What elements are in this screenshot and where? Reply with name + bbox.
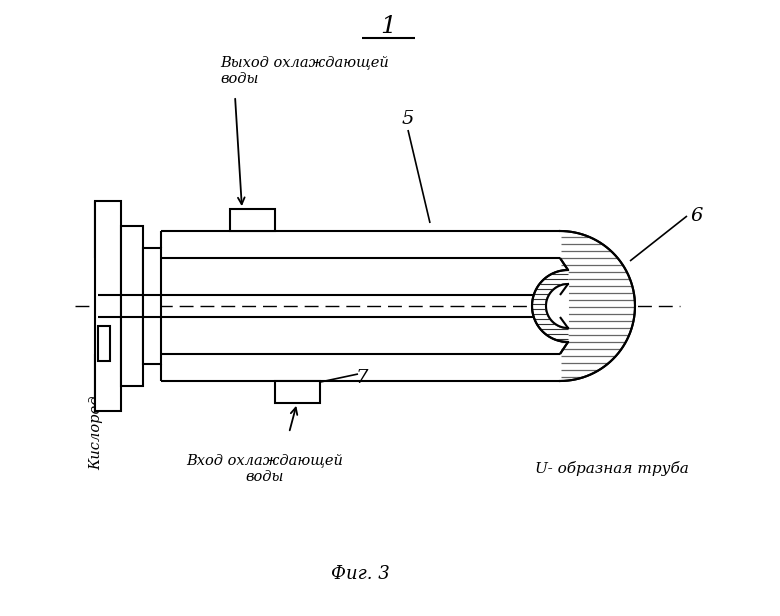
Bar [98,326,110,361]
Text: Кислород: Кислород [89,396,103,471]
Text: Выход охлаждающей
воды: Выход охлаждающей воды [220,55,388,86]
Polygon shape [532,270,568,342]
Text: Вход охлаждающей
воды: Вход охлаждающей воды [186,453,343,484]
Bar [121,226,143,386]
Text: 1: 1 [380,15,396,38]
Wedge shape [560,231,635,381]
Bar [95,201,121,411]
Text: 7: 7 [356,369,368,387]
Bar [230,209,275,231]
Text: 5: 5 [402,110,414,128]
Text: U- образная труба: U- образная труба [535,461,689,476]
Bar [275,381,320,403]
Text: Фиг. 3: Фиг. 3 [331,565,389,583]
Polygon shape [546,284,568,328]
Polygon shape [546,284,568,328]
Text: 6: 6 [690,207,702,225]
Bar [143,248,161,364]
